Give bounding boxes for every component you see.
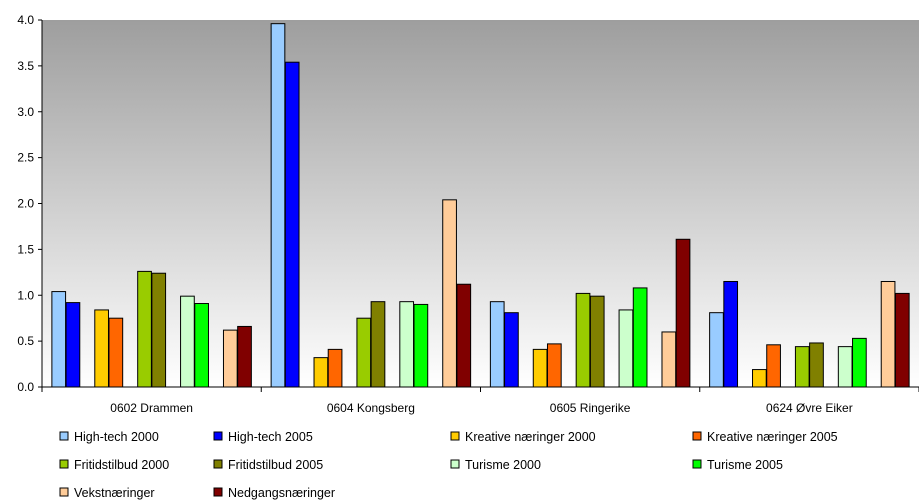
- bar-2-0: [94, 309, 109, 388]
- bar-0-3: [709, 312, 724, 388]
- bar-4-1: [356, 317, 372, 388]
- legend-swatch: [213, 431, 223, 441]
- bar-0-2: [489, 301, 505, 388]
- bar-4-2: [575, 292, 591, 388]
- bar-4-3: [794, 346, 810, 388]
- bar-9-1: [456, 283, 472, 388]
- bar-3-1: [327, 348, 343, 388]
- legend-swatch: [450, 459, 460, 469]
- bar-4-0: [137, 270, 152, 388]
- bar-7-3: [852, 337, 867, 388]
- plot-area: [42, 20, 919, 387]
- legend-label: Nedgangsnæringer: [228, 486, 335, 500]
- legend-label: High-tech 2005: [228, 430, 313, 444]
- legend-label: Kreative næringer 2000: [465, 430, 596, 444]
- legend-swatch: [59, 459, 69, 469]
- legend-label: Turisme 2005: [707, 458, 783, 472]
- y-tick-label: 1.0: [17, 288, 34, 302]
- y-tick-labels: 0.0 0.5 1.0 1.5 2.0 2.5 3.0 3.5 4.0: [17, 13, 42, 394]
- legend-label: Fritidstilbud 2000: [74, 458, 169, 472]
- bar-9-0: [237, 325, 252, 388]
- bar-2-1: [313, 357, 329, 388]
- bar-3-2: [546, 343, 562, 388]
- legend-label: Turisme 2000: [465, 458, 541, 472]
- legend-swatch: [692, 431, 702, 441]
- bar-3-0: [108, 317, 124, 388]
- y-tick-label: 1.5: [17, 242, 34, 256]
- legend-label: Kreative næringer 2005: [707, 430, 838, 444]
- legend-label: Fritidstilbud 2005: [228, 458, 323, 472]
- legend-swatch: [59, 431, 69, 441]
- bar-1-3: [723, 280, 739, 388]
- y-tick-label: 3.0: [17, 105, 34, 119]
- category-labels: 0602 Drammen 0604 Kongsberg 0605 Ringerike…: [41, 387, 919, 415]
- y-tick-label: 4.0: [17, 13, 34, 27]
- bar-1-0: [65, 302, 81, 388]
- category-label: 0624 Øvre Eiker: [766, 401, 853, 415]
- bar-8-2: [661, 331, 677, 388]
- bar-2-2: [532, 348, 548, 388]
- bar-8-3: [880, 280, 896, 388]
- y-tick-label: 0.5: [17, 334, 34, 348]
- bar-7-1: [413, 303, 429, 388]
- y-tick-label: 0.0: [17, 380, 34, 394]
- legend-swatch: [692, 459, 702, 469]
- bar-5-0: [151, 272, 167, 388]
- y-tick-label: 3.5: [17, 59, 34, 73]
- legend-swatch: [59, 487, 69, 497]
- bar-0-0: [51, 291, 67, 388]
- bar-1-2: [504, 312, 519, 388]
- y-tick-label: 2.0: [17, 197, 34, 211]
- bar-0-1: [270, 23, 286, 388]
- bar-6-0: [180, 295, 195, 388]
- legend: High-tech 2000 High-tech 2005 Kreative nær…: [59, 430, 838, 500]
- bar-3-3: [766, 344, 781, 388]
- bars: [51, 23, 910, 388]
- bar-7-0: [194, 303, 209, 388]
- bar-6-3: [837, 346, 853, 388]
- legend-swatch: [213, 459, 223, 469]
- category-label: 0604 Kongsberg: [327, 401, 415, 415]
- category-label: 0605 Ringerike: [550, 401, 631, 415]
- bar-2-3: [752, 369, 767, 388]
- legend-label: High-tech 2000: [74, 430, 159, 444]
- category-label: 0602 Drammen: [110, 401, 193, 415]
- y-tick-label: 2.5: [17, 151, 34, 165]
- bar-9-2: [675, 238, 691, 388]
- bar-9-3: [894, 292, 910, 388]
- bar-5-2: [589, 295, 605, 388]
- bar-1-1: [284, 61, 300, 388]
- legend-label: Vekstnæringer: [74, 486, 155, 500]
- bar-5-3: [809, 342, 824, 388]
- legend-swatch: [213, 487, 223, 497]
- legend-swatch: [450, 431, 460, 441]
- bar-7-2: [632, 287, 648, 388]
- bar-6-2: [618, 309, 634, 388]
- bar-8-0: [222, 329, 238, 388]
- bar-5-1: [370, 301, 386, 388]
- bar-6-1: [399, 301, 415, 388]
- bar-8-1: [442, 199, 457, 388]
